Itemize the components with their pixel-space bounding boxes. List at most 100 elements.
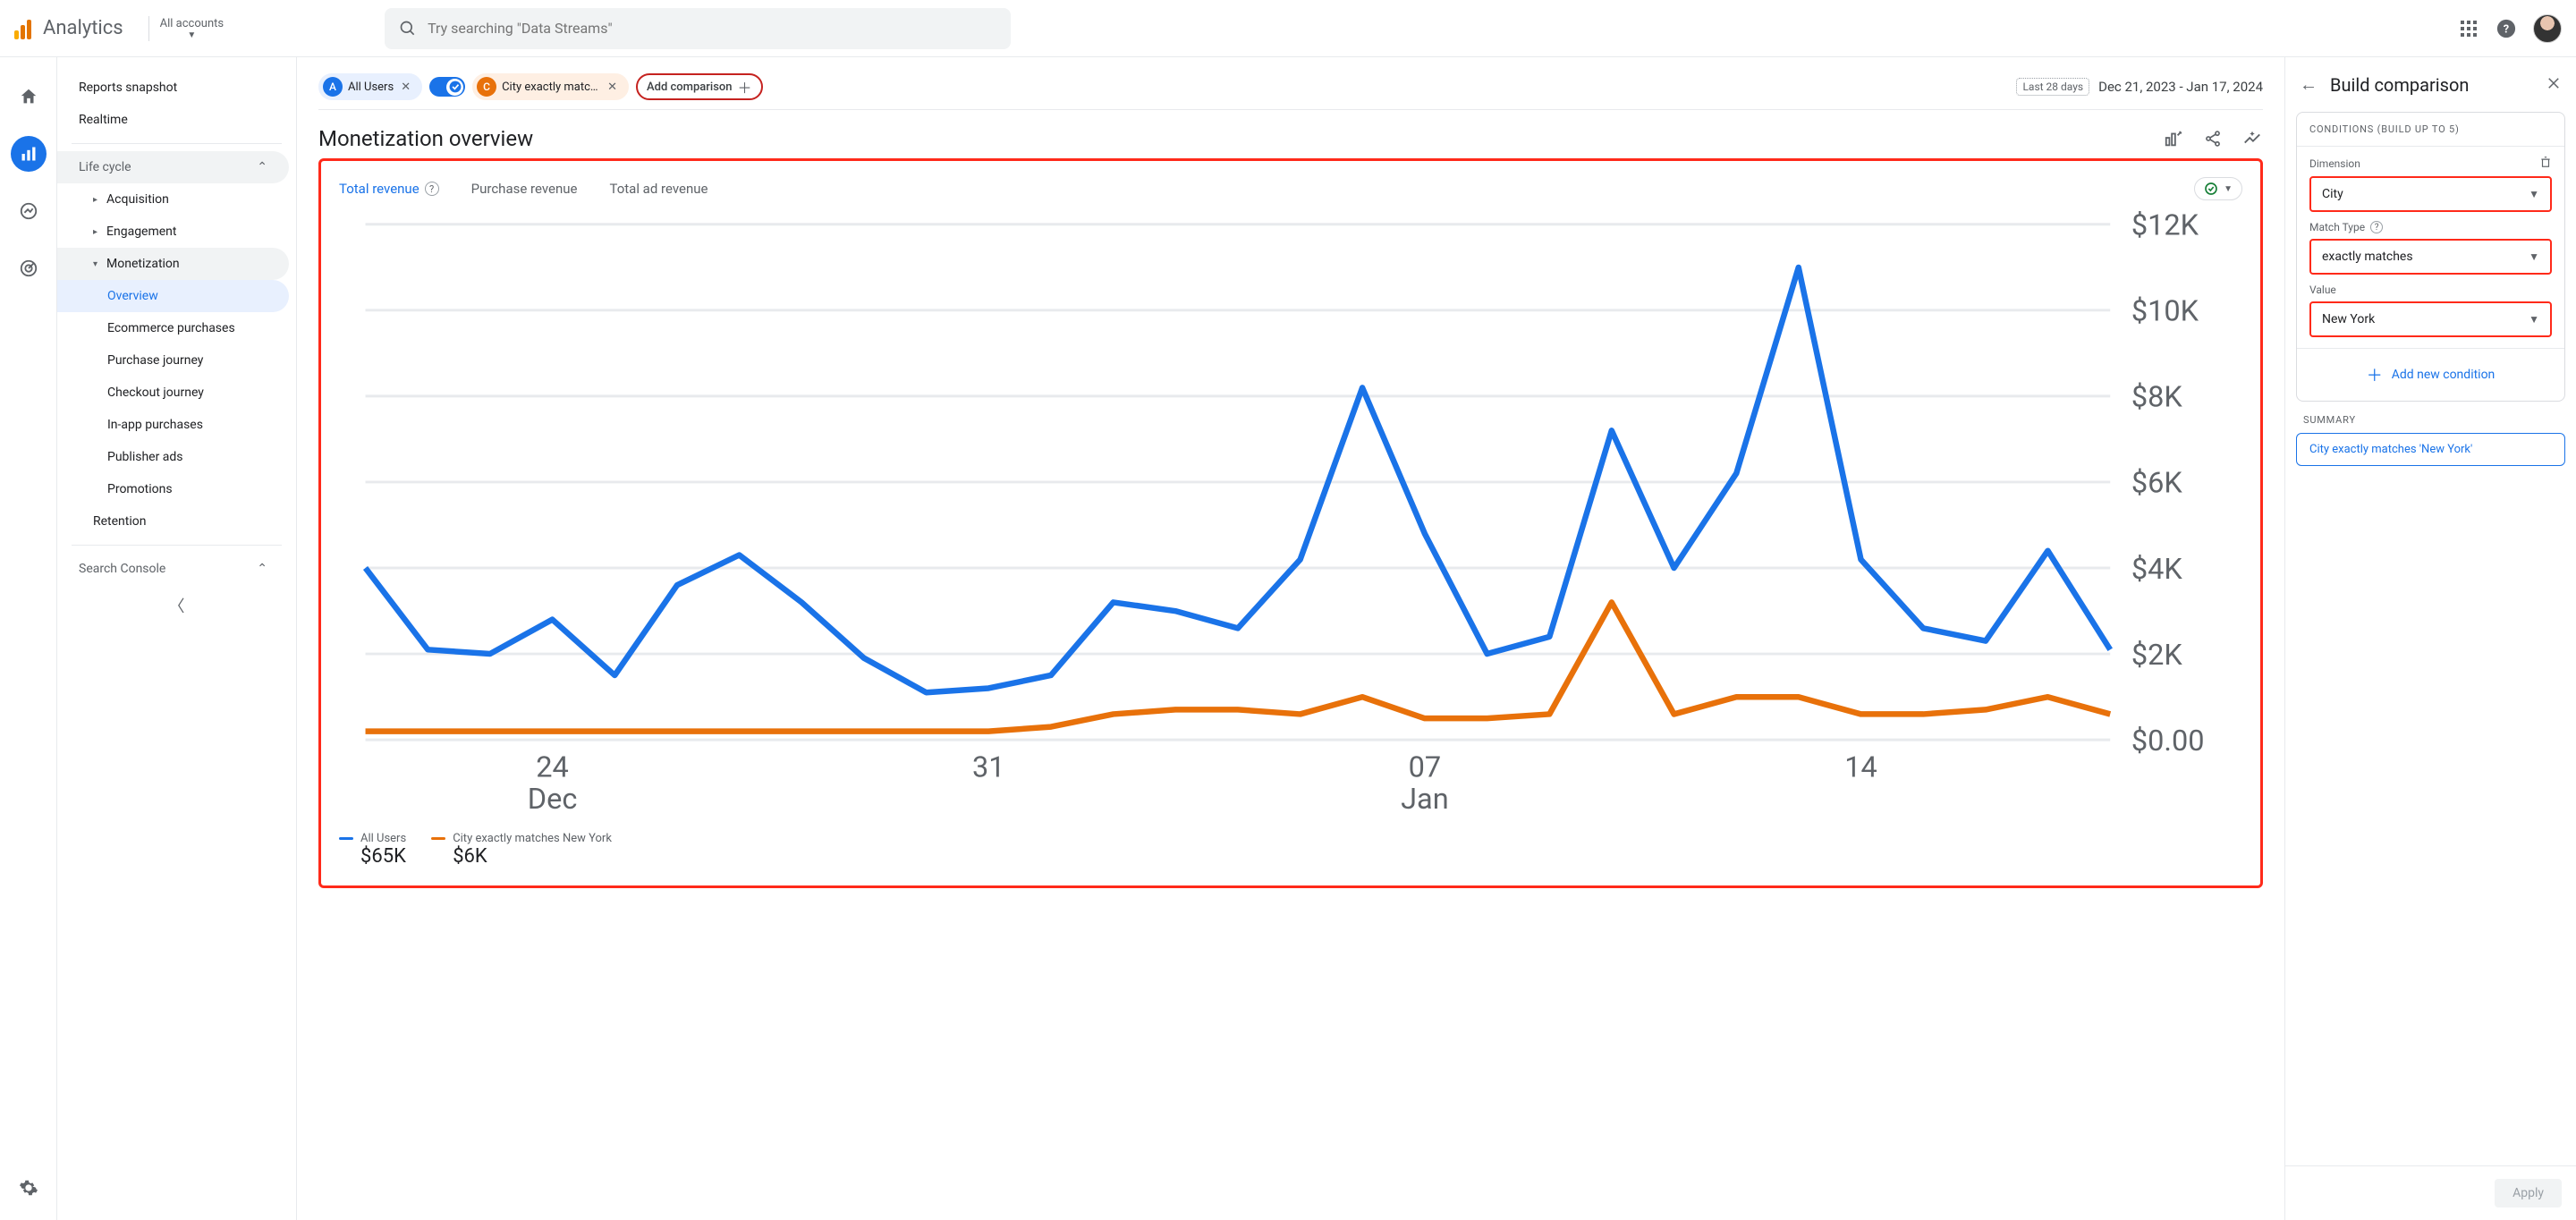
sidebar-item-promotions[interactable]: Promotions [57,473,289,505]
caret-down-icon: ▼ [2529,188,2539,200]
help-icon[interactable]: ? [2496,18,2517,39]
svg-text:$12K: $12K [2131,211,2199,242]
chip-all-users[interactable]: A All Users ✕ [318,73,422,100]
date-range[interactable]: Last 28 days Dec 21, 2023 - Jan 17, 2024 [2016,78,2263,96]
search-icon [399,20,417,38]
svg-text:$0.00: $0.00 [2131,724,2205,758]
dimension-select[interactable]: City▼ [2309,176,2552,212]
chart-status-pill[interactable]: ▼ [2194,177,2242,200]
sidebar-item-reports-snapshot[interactable]: Reports snapshot [57,72,289,104]
home-icon[interactable] [11,79,47,114]
user-avatar[interactable] [2533,14,2562,43]
comparison-toggle[interactable] [429,77,465,97]
plus-icon: ＋ [738,76,752,97]
svg-text:Dec: Dec [528,782,578,816]
chip-badge-a: A [323,77,343,97]
settings-icon[interactable] [11,1170,47,1206]
match-type-label: Match Type [2309,221,2365,233]
share-icon[interactable] [2202,128,2224,149]
top-bar: Analytics All accounts ▼ ? [0,0,2576,57]
caret-right-icon: ▸ [93,227,97,237]
sidebar-item-purchase-journey[interactable]: Purchase journey [57,344,289,377]
line-chart: $12K $10K $8K $6K $4K $2K $0.00 24Dec 31 07Jan 14 [339,211,2242,823]
sidebar-item-retention[interactable]: Retention [57,505,289,538]
sidebar-item-monetization[interactable]: ▾Monetization [57,248,289,280]
svg-text:$6K: $6K [2131,466,2183,500]
svg-text:$4K: $4K [2131,552,2183,586]
chip-city-comparison[interactable]: C City exactly matches N... ✕ [472,73,629,100]
plus-icon: ＋ [2367,363,2383,386]
insights-icon[interactable] [2241,128,2263,149]
help-icon[interactable]: ? [2370,221,2383,233]
analytics-logo-icon [14,18,36,39]
close-icon[interactable]: ✕ [606,80,619,94]
chip-badge-c: C [477,77,496,97]
caret-right-icon: ▸ [93,195,97,205]
caret-down-icon: ▼ [2529,313,2539,326]
summary-header: SUMMARY [2285,414,2576,433]
toggle-knob [446,79,463,96]
search-input[interactable] [428,20,996,37]
sidebar: Reports snapshot Realtime Life cycle ⌃ ▸… [57,57,297,1220]
sidebar-item-realtime[interactable]: Realtime [57,104,289,136]
nav-rail [0,57,57,1220]
chip-label: City exactly matches N... [502,80,600,94]
close-icon[interactable]: ✕ [399,80,412,94]
back-icon[interactable]: ← [2300,73,2318,96]
explore-icon[interactable] [11,193,47,229]
chevron-up-icon: ⌃ [257,160,267,174]
apps-grid-icon[interactable] [2458,18,2479,39]
revenue-chart-card: Total revenue ? Purchase revenue Total a… [318,158,2263,888]
sidebar-item-ecommerce-purchases[interactable]: Ecommerce purchases [57,312,289,344]
svg-text:07: 07 [1409,750,1442,784]
add-new-condition-button[interactable]: ＋ Add new condition [2297,348,2564,401]
svg-text:24: 24 [536,750,569,784]
reports-icon[interactable] [11,136,47,172]
add-comparison-label: Add comparison [647,80,733,94]
logo[interactable]: Analytics [14,17,123,39]
date-preset: Last 28 days [2016,78,2089,96]
delete-icon[interactable] [2539,156,2552,171]
advertising-icon[interactable] [11,250,47,286]
chart-legend: All Users $65K City exactly matches New … [339,832,2242,868]
apply-button[interactable]: Apply [2495,1179,2562,1207]
sidebar-item-overview[interactable]: Overview [57,280,289,312]
match-type-select[interactable]: exactly matches▼ [2309,239,2552,275]
sidebar-item-acquisition[interactable]: ▸Acquisition [57,183,289,216]
value-select[interactable]: New York▼ [2309,301,2552,337]
tab-total-ad-revenue[interactable]: Total ad revenue [609,177,708,200]
sidebar-item-engagement[interactable]: ▸Engagement [57,216,289,248]
add-comparison-button[interactable]: Add comparison ＋ [636,73,763,100]
tab-total-revenue[interactable]: Total revenue ? [339,177,439,200]
search-box[interactable] [385,8,1011,49]
sidebar-item-checkout-journey[interactable]: Checkout journey [57,377,289,409]
dimension-label: Dimension [2309,157,2360,170]
collapse-sidebar-icon[interactable]: 〈 [169,594,185,617]
caret-down-icon: ▾ [93,259,97,269]
svg-text:31: 31 [972,750,1005,784]
svg-text:$2K: $2K [2131,638,2183,672]
close-icon[interactable] [2546,75,2562,95]
svg-text:Jan: Jan [1401,782,1449,816]
summary-chip[interactable]: City exactly matches 'New York' [2296,433,2565,466]
chevron-down-icon: ▼ [187,30,196,40]
sidebar-section-life-cycle[interactable]: Life cycle ⌃ [57,151,289,183]
svg-text:$10K: $10K [2131,294,2199,328]
tab-purchase-revenue[interactable]: Purchase revenue [471,177,578,200]
account-label: All accounts [160,17,224,30]
chevron-up-icon: ⌃ [257,562,267,576]
sidebar-section-search-console[interactable]: Search Console ⌃ [57,553,289,585]
account-selector[interactable]: All accounts ▼ [160,17,224,40]
build-comparison-panel: ← Build comparison CONDITIONS (BUILD UP … [2284,57,2576,1220]
svg-text:$8K: $8K [2131,380,2183,414]
svg-text:14: 14 [1844,750,1877,784]
legend-city: City exactly matches New York $6K [431,832,612,868]
legend-all-users: All Users $65K [339,832,406,868]
conditions-header: CONDITIONS (BUILD UP TO 5) [2297,113,2564,147]
help-icon[interactable]: ? [425,182,439,196]
sidebar-item-publisher-ads[interactable]: Publisher ads [57,441,289,473]
comparison-chips-row: A All Users ✕ C City exactly matches N..… [318,57,2263,110]
customize-report-icon[interactable] [2163,128,2184,149]
panel-title: Build comparison [2330,74,2469,96]
sidebar-item-in-app-purchases[interactable]: In-app purchases [57,409,289,441]
